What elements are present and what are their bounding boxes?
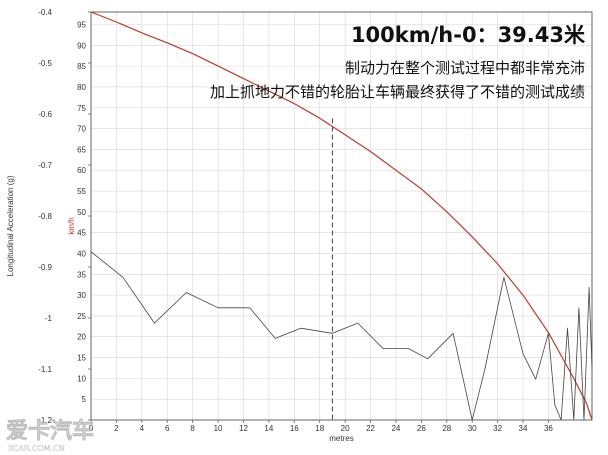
x-tick-label: 18 bbox=[315, 424, 324, 433]
left-tick-label: -1.2 bbox=[38, 416, 52, 425]
left-axis-ticks: -0.4 -0.5 -0.6 -0.7 -0.8 -0.9 -1 -1.1 -1.2 bbox=[38, 8, 91, 425]
speed-tick-label: 45 bbox=[77, 229, 86, 238]
speed-tick-label: 25 bbox=[77, 312, 86, 321]
x-axis-title: metres bbox=[329, 434, 353, 443]
speed-tick-label: 40 bbox=[77, 249, 86, 258]
watermark: 爱卡汽车 XCAR.COM.CN bbox=[6, 418, 95, 453]
speed-tick-label: 90 bbox=[77, 41, 86, 50]
left-tick-label: -0.8 bbox=[38, 212, 52, 221]
left-tick-label: -0.5 bbox=[38, 59, 52, 68]
x-tick-label: 28 bbox=[442, 424, 451, 433]
x-tick-label: 0 bbox=[89, 424, 94, 433]
x-tick-label: 32 bbox=[493, 424, 502, 433]
watermark-brand: 爱卡汽车 bbox=[6, 418, 94, 444]
x-tick-label: 10 bbox=[214, 424, 223, 433]
speed-tick-label: 70 bbox=[77, 125, 86, 134]
speed-tick-label: 55 bbox=[77, 187, 86, 196]
caption-line-1: 制动力在整个测试过程中都非常充沛 bbox=[345, 59, 585, 77]
caption-line-2: 加上抓地力不错的轮胎让车辆最终获得了不错的测试成绩 bbox=[210, 83, 585, 101]
chart-grid bbox=[90, 12, 592, 420]
left-tick-label: -0.7 bbox=[38, 161, 52, 170]
speed-series-line bbox=[90, 11, 593, 421]
left-tick-label: -1.1 bbox=[38, 365, 52, 374]
x-axis-ticks: 0 2 4 6 8 10 12 14 16 18 20 22 24 26 28 30 32 34 36 bbox=[89, 420, 553, 433]
left-tick-label: -0.6 bbox=[38, 110, 52, 119]
x-tick-label: 26 bbox=[417, 424, 426, 433]
speed-tick-label: 80 bbox=[77, 83, 86, 92]
speed-tick-label: 5 bbox=[82, 395, 87, 404]
x-tick-label: 20 bbox=[341, 424, 350, 433]
x-tick-label: 30 bbox=[468, 424, 477, 433]
x-tick-label: 22 bbox=[366, 424, 375, 433]
left-tick-label: -0.9 bbox=[38, 263, 52, 272]
watermark-url: XCAR.COM.CN bbox=[8, 444, 65, 453]
caption: 100km/h-0：39.43米 制动力在整个测试过程中都非常充沛 加上抓地力不… bbox=[210, 23, 586, 101]
x-tick-label: 24 bbox=[391, 424, 400, 433]
x-tick-label: 8 bbox=[190, 424, 195, 433]
left-tick-label: -0.4 bbox=[38, 8, 52, 17]
x-tick-label: 12 bbox=[239, 424, 248, 433]
speed-tick-label: 15 bbox=[77, 354, 86, 363]
speed-tick-label: 30 bbox=[77, 291, 86, 300]
speed-tick-label: 75 bbox=[77, 104, 86, 113]
series-layer bbox=[90, 11, 593, 421]
left-tick-label: -1 bbox=[45, 314, 53, 323]
speed-tick-label: 60 bbox=[77, 166, 86, 175]
x-tick-label: 6 bbox=[165, 424, 170, 433]
right-axis-ticks: 5 10 15 20 25 30 35 40 45 50 55 60 65 70 75 80 85 90 95 bbox=[77, 20, 86, 404]
x-tick-label: 16 bbox=[290, 424, 299, 433]
right-axis-title: km/h bbox=[67, 217, 76, 234]
x-tick-label: 2 bbox=[114, 424, 119, 433]
speed-tick-label: 20 bbox=[77, 333, 86, 342]
x-tick-label: 34 bbox=[519, 424, 528, 433]
speed-tick-label: 10 bbox=[77, 374, 86, 383]
speed-tick-label: 50 bbox=[77, 208, 86, 217]
left-axis-title: Longitudinal Acceleration (g) bbox=[6, 175, 15, 276]
speed-tick-label: 35 bbox=[77, 270, 86, 279]
speed-tick-label: 95 bbox=[77, 20, 86, 29]
speed-tick-label: 65 bbox=[77, 145, 86, 154]
acceleration-series-line bbox=[90, 251, 593, 421]
x-tick-label: 4 bbox=[140, 424, 145, 433]
x-tick-label: 36 bbox=[544, 424, 553, 433]
speed-tick-label: 85 bbox=[77, 62, 86, 71]
x-tick-label: 14 bbox=[264, 424, 273, 433]
caption-title: 100km/h-0：39.43米 bbox=[351, 23, 586, 47]
